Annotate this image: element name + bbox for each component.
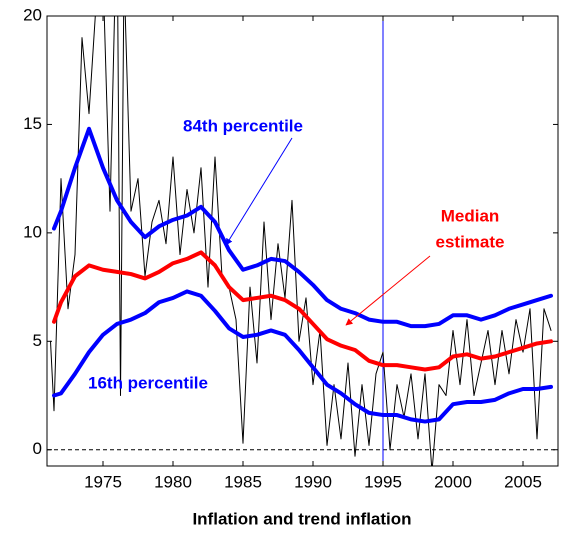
x-tick-label: 1975 — [84, 472, 122, 491]
x-axis-label: Inflation and trend inflation — [192, 509, 411, 528]
annotation: Median — [441, 206, 500, 225]
line — [52, 126, 553, 329]
annotation-arrow — [225, 137, 293, 246]
x-tick-label: 1980 — [154, 472, 192, 491]
plot-area — [47, 16, 558, 466]
annotation: 84th percentile — [183, 116, 303, 135]
axes-frame — [46, 15, 559, 467]
x-tick-label: 1985 — [224, 472, 262, 491]
annotation: 16th percentile — [88, 373, 208, 392]
line — [52, 250, 553, 372]
y-tick-label: 5 — [33, 331, 42, 350]
y-tick-label: 0 — [33, 439, 42, 458]
axes: 0 5 10 15 20 1975 1980 1985 1990 1995 2000 2005 — [23, 5, 558, 491]
y-tick-label: 10 — [23, 222, 42, 241]
annotation: estimate — [436, 232, 505, 251]
x-tick-label: 1995 — [364, 472, 402, 491]
x-tick-label: 2000 — [434, 472, 472, 491]
x-tick-label: 1990 — [294, 472, 332, 491]
x-tick-label: 2005 — [504, 472, 542, 491]
line — [52, 289, 553, 424]
y-tick-label: 20 — [23, 5, 42, 24]
y-tick-label: 15 — [23, 114, 42, 133]
annotation-arrow — [345, 255, 431, 326]
